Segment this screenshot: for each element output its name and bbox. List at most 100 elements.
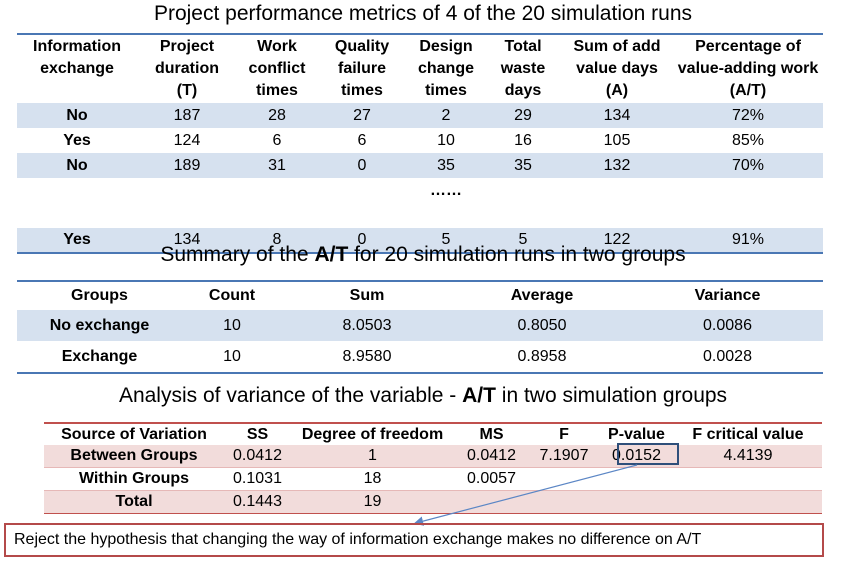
table-row: No exchange 10 8.0503 0.8050 0.0086 xyxy=(17,310,823,341)
cell: 0.0086 xyxy=(632,310,823,341)
cell: 1 xyxy=(291,445,454,468)
table-row: Within Groups 0.1031 18 0.0057 xyxy=(44,467,822,491)
cell xyxy=(599,490,674,514)
cell: 105 xyxy=(561,128,673,153)
header-total-waste: Total waste days xyxy=(500,38,546,99)
header-variance: Variance xyxy=(694,287,761,304)
spacer-row xyxy=(17,203,823,228)
cell: 29 xyxy=(485,103,561,128)
cell: 10 xyxy=(182,310,282,341)
cell: 19 xyxy=(291,490,454,514)
header-project-duration: Project duration (T) xyxy=(155,38,219,99)
cell: Exchange xyxy=(61,347,138,365)
cell: 8.9580 xyxy=(342,347,392,365)
header-row: Groups Count Sum Average Variance xyxy=(17,281,823,310)
cell: Yes xyxy=(17,128,137,153)
cell: 189 xyxy=(137,153,237,178)
summary-table: Groups Count Sum Average Variance No exc… xyxy=(17,280,823,374)
title-summary: Summary of the A/T for 20 simulation run… xyxy=(160,243,686,266)
header-count: Count xyxy=(208,287,256,304)
cell: 0.8050 xyxy=(452,310,632,341)
title-anova: Analysis of variance of the variable - A… xyxy=(118,384,728,407)
cell: 0.1031 xyxy=(224,467,291,491)
cell: Within Groups xyxy=(44,467,224,491)
table-row: Yes 124 6 6 10 16 105 85% xyxy=(17,128,823,153)
table-row: Total 0.1443 19 xyxy=(44,490,822,514)
header-p-value: P-value xyxy=(608,425,665,443)
header-groups: Groups xyxy=(71,287,128,304)
cell: No exchange xyxy=(17,310,182,341)
cell: Between Groups xyxy=(44,445,224,468)
header-percentage-value-adding: Percentage of value-adding work (A/T) xyxy=(677,38,819,99)
cell xyxy=(529,467,599,491)
title-project-metrics: Project performance metrics of 4 of the … xyxy=(153,2,693,25)
cell: 122 xyxy=(561,228,673,254)
cell: 0.0057 xyxy=(454,467,529,491)
cell: 134 xyxy=(137,228,237,254)
cell: 72% xyxy=(673,103,823,128)
header-row: Source of Variation SS Degree of freedom… xyxy=(44,423,822,445)
cell: 187 xyxy=(137,103,237,128)
cell xyxy=(674,467,822,491)
cell: 10 xyxy=(407,128,485,153)
cell: 91% xyxy=(673,228,823,254)
cell: Yes xyxy=(17,228,137,254)
table-row: Yes 134 8 0 5 5 122 91% xyxy=(17,228,823,254)
header-source-of-variation: Source of Variation xyxy=(61,425,207,443)
cell: 85% xyxy=(673,128,823,153)
cell: 0.8958 xyxy=(517,347,567,365)
header-sum-add-value: Sum of add value days (A) xyxy=(573,38,661,99)
header-ms: MS xyxy=(479,425,504,443)
cell xyxy=(674,490,822,514)
project-metrics-table: Information exchange Project duration (T) W… xyxy=(17,33,823,254)
cell: No xyxy=(17,153,137,178)
cell: 0.0412 xyxy=(454,445,529,468)
cell: 0.0412 xyxy=(224,445,291,468)
cell: No xyxy=(17,103,137,128)
cell xyxy=(529,490,599,514)
header-f-critical: F critical value xyxy=(692,425,804,443)
cell: 70% xyxy=(673,153,823,178)
cell: 8 xyxy=(237,228,317,254)
cell: 0.1443 xyxy=(224,490,291,514)
header-design-change: Design change times xyxy=(417,38,474,99)
header-degree-of-freedom: Degree of freedom xyxy=(301,425,444,443)
anova-table: Source of Variation SS Degree of freedom… xyxy=(44,422,822,514)
cell: 6 xyxy=(317,128,407,153)
header-work-conflict: Work conflict times xyxy=(248,38,306,99)
cell: 124 xyxy=(137,128,237,153)
table-row: No 189 31 0 35 35 132 70% xyxy=(17,153,823,178)
cell: 18 xyxy=(291,467,454,491)
header-sum: Sum xyxy=(349,287,385,304)
table-row: Between Groups 0.0412 1 0.0412 7.1907 0.… xyxy=(44,445,822,468)
cell: 35 xyxy=(407,153,485,178)
cell: 5 xyxy=(485,228,561,254)
cell: 134 xyxy=(561,103,673,128)
cell: 0 xyxy=(317,153,407,178)
table-row: Exchange 10 8.9580 0.8958 0.0028 xyxy=(17,341,823,373)
cell: 31 xyxy=(237,153,317,178)
header-ss: SS xyxy=(246,425,269,443)
cell: 6 xyxy=(237,128,317,153)
cell: 0.0028 xyxy=(703,347,752,365)
cell: 0 xyxy=(317,228,407,254)
conclusion-box: Reject the hypothesis that changing the … xyxy=(4,523,824,557)
cell: 5 xyxy=(407,228,485,254)
cell: 28 xyxy=(237,103,317,128)
cell: Total xyxy=(44,490,224,514)
cell: 16 xyxy=(485,128,561,153)
cell: 7.1907 xyxy=(529,445,599,468)
cell: 27 xyxy=(317,103,407,128)
ellipsis-row: …… xyxy=(17,178,823,203)
p-value-highlight-box xyxy=(617,443,679,465)
cell: 2 xyxy=(407,103,485,128)
header-quality-failure: Quality failure times xyxy=(334,38,390,99)
cell: 8.0503 xyxy=(282,310,452,341)
cell xyxy=(599,467,674,491)
header-row: Information exchange Project duration (T) W… xyxy=(17,34,823,103)
table-row: No 187 28 27 2 29 134 72% xyxy=(17,103,823,128)
header-information-exchange: Information exchange xyxy=(33,38,121,77)
cell: 35 xyxy=(485,153,561,178)
cell: 4.4139 xyxy=(674,445,822,468)
